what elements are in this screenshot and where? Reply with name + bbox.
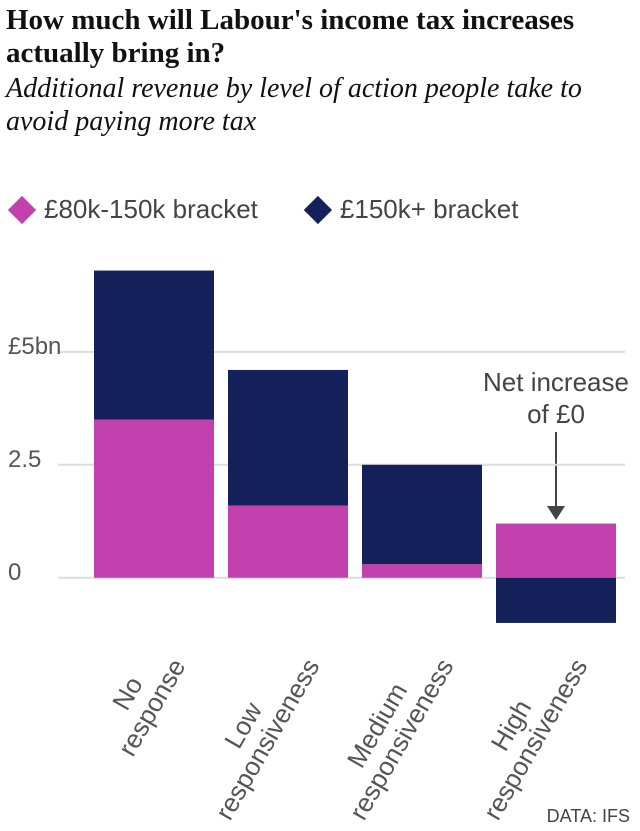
bar-segment [228, 505, 348, 578]
legend-swatch [7, 195, 37, 225]
chart-title: How much will Labour's income tax increa… [6, 4, 575, 69]
bar-segment [94, 270, 214, 420]
source: DATA: IFS [547, 806, 630, 826]
bar-segment [362, 464, 482, 565]
legend-label: £80k-150k bracket [44, 194, 259, 224]
legend-swatch [303, 195, 333, 225]
bar-segment [94, 419, 214, 578]
y-tick-label: £5bn [8, 333, 61, 360]
annotation-arrow [547, 432, 565, 520]
y-tick-label: 0 [8, 559, 21, 586]
bar-segment [496, 523, 616, 578]
bar-segment [496, 577, 616, 623]
bar-segment [362, 564, 482, 578]
header: How much will Labour's income tax increa… [6, 4, 636, 138]
annotation: of £0 [527, 399, 585, 429]
legend-label: £150k+ bracket [340, 194, 519, 224]
annotation: Net increase [483, 367, 629, 397]
bar-segment [228, 369, 348, 506]
chart-subtitle: Additional revenue by level of action pe… [6, 73, 582, 137]
y-tick-label: 2.5 [8, 446, 41, 473]
